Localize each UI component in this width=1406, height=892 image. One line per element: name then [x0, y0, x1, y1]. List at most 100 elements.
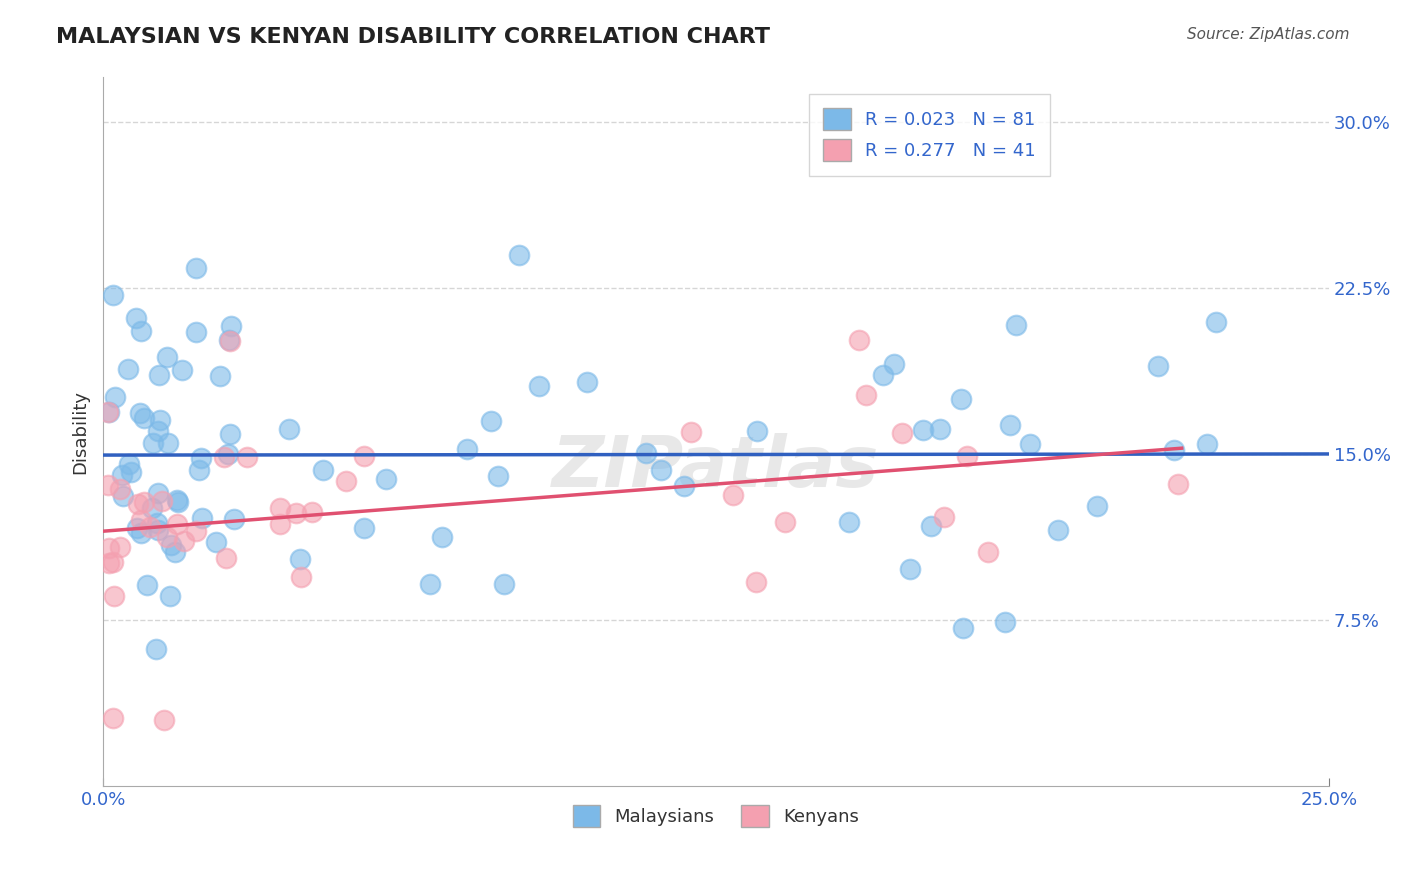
Point	[891, 425, 914, 440]
Point	[855, 387, 877, 401]
Point	[156, 351, 179, 365]
Point	[98, 541, 121, 555]
Point	[673, 479, 696, 493]
Point	[142, 435, 165, 450]
Point	[173, 534, 195, 549]
Point	[132, 495, 155, 509]
Point	[103, 589, 125, 603]
Point	[131, 525, 153, 540]
Point	[134, 410, 156, 425]
Point	[1046, 523, 1069, 537]
Point	[744, 575, 766, 590]
Point	[898, 562, 921, 576]
Point	[773, 515, 796, 529]
Point	[224, 512, 246, 526]
Point	[1167, 476, 1189, 491]
Point	[838, 515, 860, 529]
Point	[977, 545, 1000, 559]
Point	[117, 458, 139, 472]
Point	[136, 578, 159, 592]
Point	[277, 422, 299, 436]
Point	[127, 497, 149, 511]
Point	[148, 368, 170, 383]
Point	[218, 426, 240, 441]
Point	[508, 248, 530, 262]
Point	[993, 615, 1015, 629]
Point	[419, 576, 441, 591]
Point	[208, 369, 231, 384]
Point	[141, 500, 163, 515]
Point	[479, 414, 502, 428]
Text: Source: ZipAtlas.com: Source: ZipAtlas.com	[1187, 27, 1350, 42]
Point	[153, 713, 176, 727]
Point	[932, 510, 955, 524]
Point	[1195, 437, 1218, 451]
Point	[952, 621, 974, 635]
Point	[1147, 359, 1170, 374]
Point	[215, 550, 238, 565]
Point	[1085, 500, 1108, 514]
Point	[353, 521, 375, 535]
Point	[166, 495, 188, 509]
Point	[111, 467, 134, 482]
Point	[353, 450, 375, 464]
Point	[269, 516, 291, 531]
Point	[170, 363, 193, 377]
Point	[129, 513, 152, 527]
Point	[236, 450, 259, 464]
Point	[108, 540, 131, 554]
Point	[928, 421, 950, 435]
Point	[205, 535, 228, 549]
Point	[527, 378, 550, 392]
Point	[97, 478, 120, 492]
Point	[1005, 318, 1028, 332]
Point	[104, 390, 127, 404]
Point	[146, 516, 169, 530]
Point	[111, 489, 134, 503]
Point	[723, 488, 745, 502]
Point	[120, 466, 142, 480]
Point	[747, 424, 769, 438]
Point	[188, 463, 211, 477]
Point	[166, 516, 188, 531]
Point	[1019, 437, 1042, 451]
Point	[883, 357, 905, 371]
Point	[1205, 315, 1227, 329]
Point	[163, 544, 186, 558]
Point	[138, 520, 160, 534]
Point	[101, 711, 124, 725]
Point	[284, 506, 307, 520]
Point	[184, 261, 207, 276]
Point	[159, 589, 181, 603]
Point	[149, 413, 172, 427]
Point	[128, 406, 150, 420]
Point	[186, 325, 208, 339]
Point	[494, 577, 516, 591]
Point	[456, 442, 478, 457]
Point	[311, 463, 333, 477]
Point	[219, 318, 242, 333]
Point	[301, 506, 323, 520]
Point	[98, 556, 121, 570]
Point	[129, 324, 152, 338]
Point	[103, 556, 125, 570]
Point	[375, 473, 398, 487]
Point	[920, 518, 942, 533]
Point	[679, 425, 702, 439]
Point	[156, 436, 179, 450]
Point	[191, 510, 214, 524]
Legend: Malaysians, Kenyans: Malaysians, Kenyans	[565, 797, 866, 834]
Point	[108, 482, 131, 496]
Point	[127, 521, 149, 535]
Point	[848, 333, 870, 347]
Point	[430, 530, 453, 544]
Point	[290, 570, 312, 584]
Point	[146, 425, 169, 439]
Point	[190, 450, 212, 465]
Point	[146, 486, 169, 500]
Point	[145, 641, 167, 656]
Point	[98, 405, 121, 419]
Point	[290, 551, 312, 566]
Text: ZIPatlas: ZIPatlas	[553, 433, 880, 502]
Point	[217, 447, 239, 461]
